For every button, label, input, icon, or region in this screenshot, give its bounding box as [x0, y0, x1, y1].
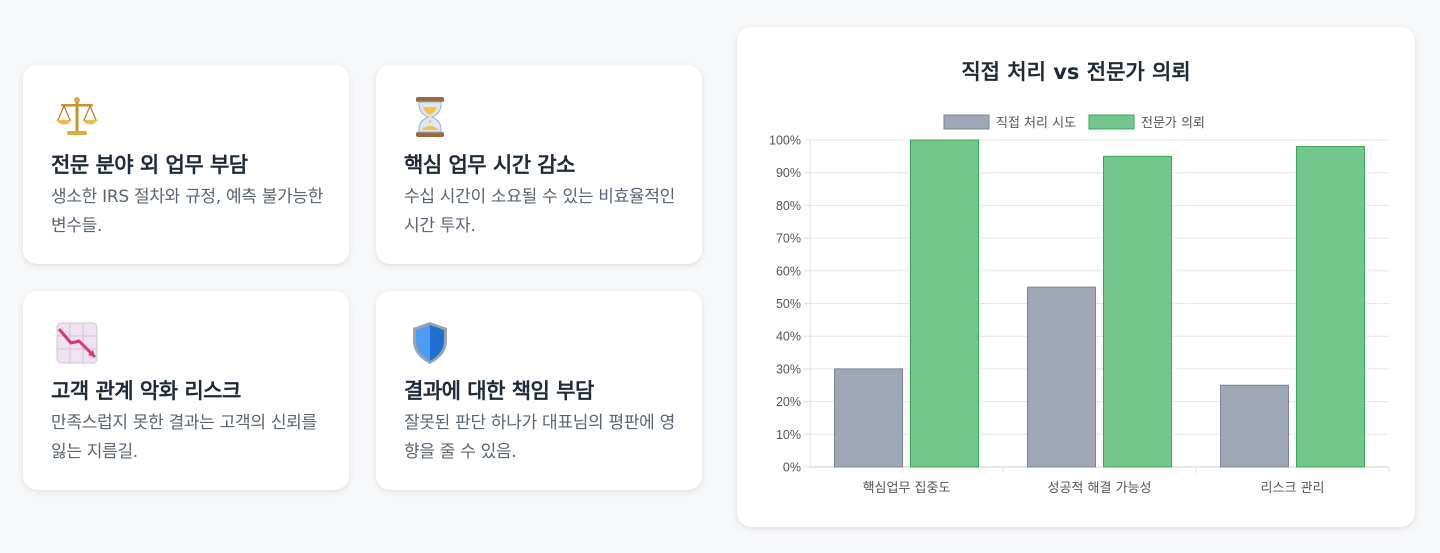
y-tick-label: 0%	[783, 461, 801, 475]
y-axis: 0% 10% 20% 30% 40% 50% 60% 70% 80% 90% 100%	[769, 134, 811, 475]
bar-1-1[interactable]	[1103, 155, 1172, 468]
feature-title: 전문 분야 외 업무 부담	[51, 153, 248, 177]
bar-0-0[interactable]	[834, 368, 903, 468]
legend-swatch-0[interactable]	[943, 114, 990, 130]
legend-label-1[interactable]: 전문가 의뢰	[1141, 116, 1205, 131]
scales-icon	[56, 97, 98, 135]
bar-1-0[interactable]	[1027, 286, 1096, 468]
y-tick-label: 90%	[776, 166, 801, 180]
x-tick-label: 핵심업무 집중도	[863, 481, 951, 496]
feature-desc: 생소한 IRS 절차와 규정, 예측 불가능한 변수들.	[51, 187, 324, 236]
y-tick-label: 80%	[776, 199, 801, 213]
feature-desc: 수십 시간이 소요될 수 있는 비효율적인 시간 투자.	[404, 187, 675, 236]
feature-card-out-of-scope: 전문 분야 외 업무 부담 생소한 IRS 절차와 규정, 예측 불가능한 변수…	[23, 65, 349, 264]
feature-card-relationship-risk: 고객 관계 악화 리스크 만족스럽지 못한 결과는 고객의 신뢰를 잃는 지름길…	[23, 291, 349, 490]
comparison-chart-card: 직접 처리 vs 전문가 의뢰 직접 처리 시도 전문가 의뢰 0% 10% 20% 3…	[737, 27, 1415, 527]
chart-grid	[810, 139, 1389, 468]
bar-chart: 직접 처리 vs 전문가 의뢰 직접 처리 시도 전문가 의뢰 0% 10% 20% 3…	[769, 60, 1390, 496]
hourglass-icon	[416, 97, 444, 137]
y-tick-label: 10%	[776, 428, 801, 442]
feature-title: 핵심 업무 시간 감소	[404, 153, 576, 177]
chart-title: 직접 처리 vs 전문가 의뢰	[961, 60, 1190, 84]
legend-label-0[interactable]: 직접 처리 시도	[996, 116, 1076, 131]
feature-desc: 만족스럽지 못한 결과는 고객의 신뢰를 잃는 지름길.	[51, 413, 317, 462]
bar-2-0[interactable]	[1220, 384, 1289, 468]
feature-title: 결과에 대한 책임 부담	[404, 379, 594, 403]
y-tick-label: 20%	[776, 395, 801, 409]
legend-swatch-1[interactable]	[1088, 114, 1135, 130]
bar-2-1[interactable]	[1296, 146, 1365, 468]
shield-icon	[413, 322, 447, 364]
feature-desc: 잘못된 판단 하나가 대표님의 평판에 영향을 줄 수 있음.	[404, 413, 675, 462]
chart-bars	[834, 139, 1365, 468]
chart-legend: 직접 처리 시도 전문가 의뢰	[943, 114, 1205, 131]
x-axis: 핵심업무 집중도 성공적 해결 가능성 리스크 관리	[863, 467, 1390, 496]
feature-title: 고객 관계 악화 리스크	[51, 379, 241, 403]
y-tick-label: 100%	[769, 134, 801, 148]
declining-chart-icon	[56, 322, 98, 364]
y-tick-label: 70%	[776, 232, 801, 246]
y-tick-label: 60%	[776, 264, 801, 278]
x-tick-label: 리스크 관리	[1261, 481, 1325, 496]
feature-card-time-loss: 핵심 업무 시간 감소 수십 시간이 소요될 수 있는 비효율적인 시간 투자.	[376, 65, 702, 264]
feature-card-responsibility: 결과에 대한 책임 부담 잘못된 판단 하나가 대표님의 평판에 영향을 줄 수…	[376, 291, 702, 490]
y-tick-label: 50%	[776, 297, 801, 311]
y-tick-label: 40%	[776, 330, 801, 344]
bar-0-1[interactable]	[910, 139, 979, 468]
x-tick-label: 성공적 해결 가능성	[1048, 481, 1152, 496]
y-tick-label: 30%	[776, 362, 801, 376]
